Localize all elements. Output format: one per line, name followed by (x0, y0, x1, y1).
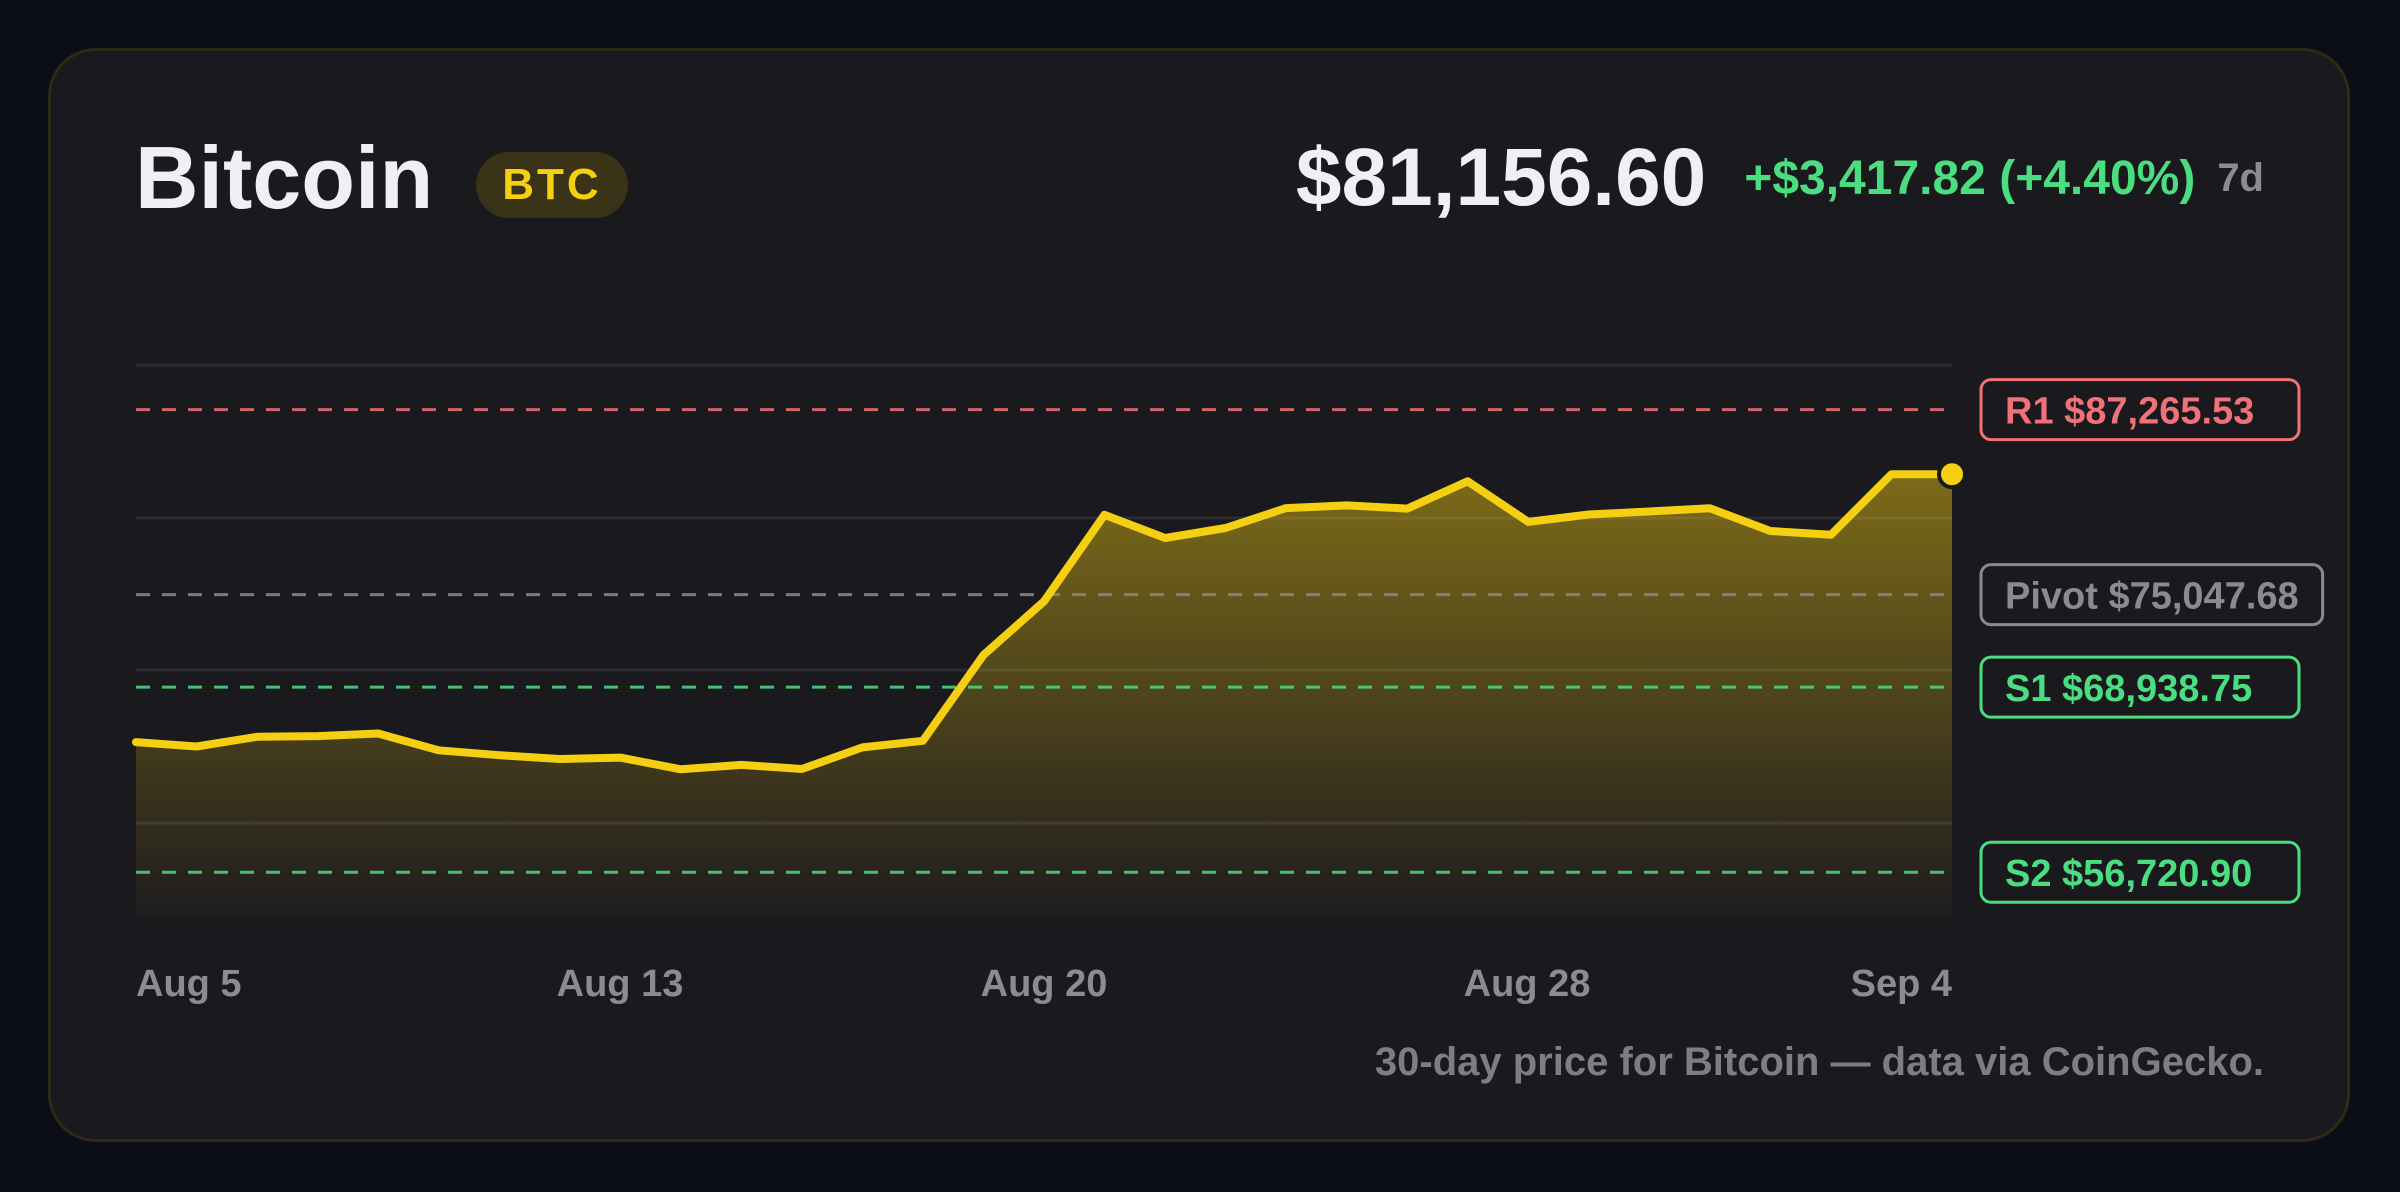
x-tick-label: Aug 5 (136, 963, 242, 1005)
level-label-r1: R1 $87,265.53 (1979, 378, 2301, 442)
level-label-text: Pivot $75,047.68 (2005, 576, 2299, 618)
level-label-box (1979, 840, 2301, 904)
level-label-text: R1 $87,265.53 (2005, 391, 2254, 433)
price-summary: $81,156.60 +$3,417.82 (+4.40%) 7d (1296, 128, 2264, 228)
price-line (132, 470, 1956, 774)
ticker-badge: BTC (476, 152, 628, 218)
pivot-levels (136, 408, 1952, 874)
price-change: +$3,417.82 (+4.40%) (1744, 151, 2196, 205)
level-label-box (1979, 655, 2301, 719)
level-label-text: S1 $68,938.75 (2005, 668, 2252, 710)
x-axis-ticks: Aug 5 Aug 13 Aug 20 Aug 28 Sep 4 (136, 963, 1952, 1005)
current-price: $81,156.60 (1295, 132, 1707, 223)
x-tick-label: Aug 13 (557, 963, 684, 1005)
x-tick-label: Sep 4 (1851, 963, 1952, 1005)
time-range: 7d (2217, 155, 2264, 200)
level-label-s2: S2 $56,720.90 (1979, 840, 2301, 904)
level-label-s1: S1 $68,938.75 (1979, 655, 2301, 719)
level-label-pivot: Pivot $75,047.68 (1979, 563, 2325, 627)
level-label-text: S2 $56,720.90 (2005, 853, 2252, 895)
last-price-marker (1937, 459, 1967, 490)
pivot-level-labels: R1 $87,265.53 Pivot $75,047.68 S1 $68,938.… (1979, 378, 2325, 904)
x-tick-label: Aug 28 (1464, 963, 1591, 1005)
price-area (136, 474, 1952, 918)
coin-name: Bitcoin (135, 128, 434, 227)
chart-caption: 30-day price for Bitcoin — data via Coin… (1374, 1040, 2264, 1084)
level-label-box (1979, 378, 2301, 442)
level-label-box (1979, 563, 2325, 627)
x-tick-label: Aug 20 (981, 963, 1108, 1005)
